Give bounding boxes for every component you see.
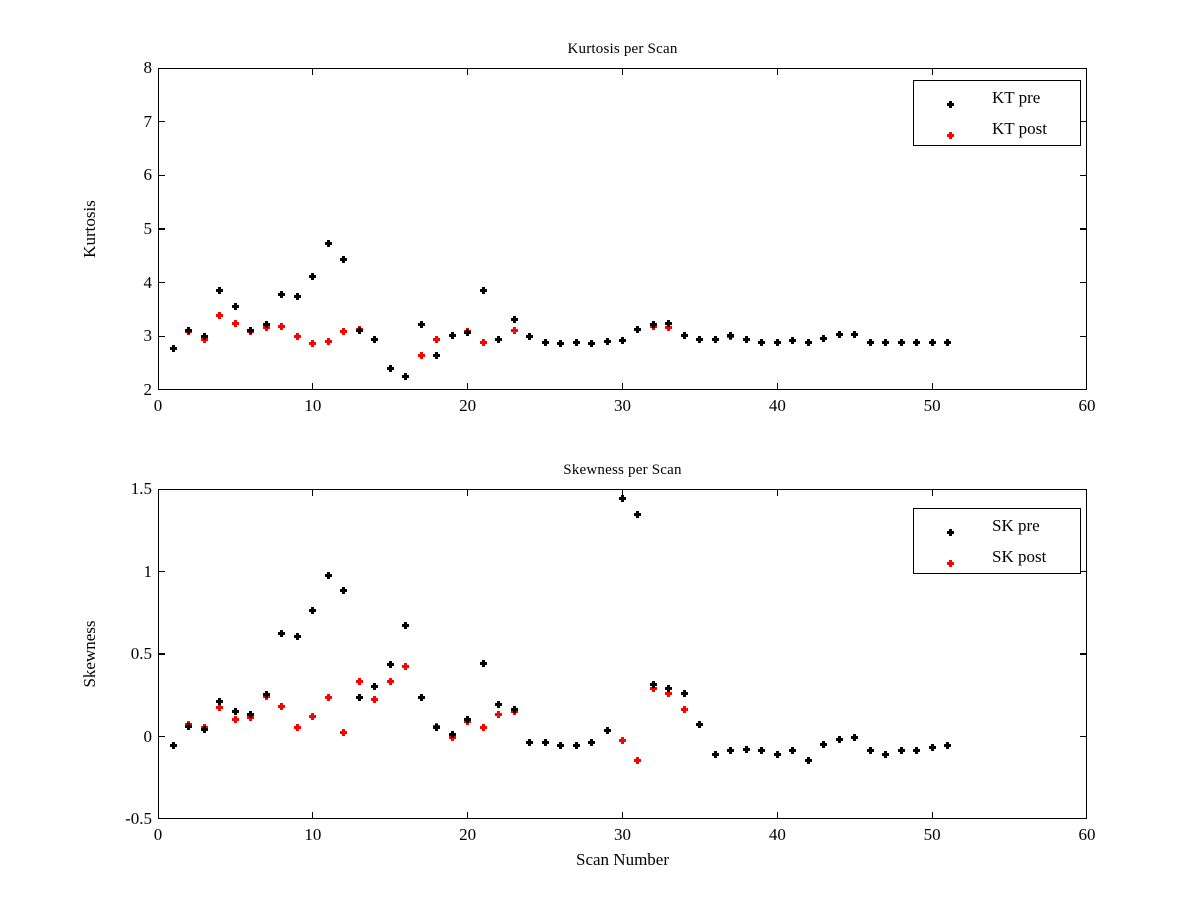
- y-tick: [158, 653, 165, 655]
- x-tick: [467, 489, 469, 496]
- x-tick: [931, 383, 933, 390]
- y-tick: [158, 228, 165, 230]
- legend-label-sk-pre: SK pre: [992, 516, 1040, 535]
- plus-marker-icon: [946, 95, 954, 108]
- y-tick: [1080, 228, 1087, 230]
- y-tick: [158, 121, 165, 123]
- y-tick-label: 2: [143, 380, 153, 399]
- y-tick-label: 0.5: [130, 644, 152, 663]
- y-tick-label: 1: [143, 561, 153, 581]
- x-tick: [776, 812, 778, 819]
- x-tick-label: 30: [614, 825, 631, 844]
- plot-title-skewness: Skewness per Scan: [563, 462, 682, 478]
- x-tick: [776, 489, 778, 496]
- legend-row-sk-pre[interactable]: SK pre: [914, 511, 1080, 541]
- y-tick: [1080, 570, 1087, 573]
- legend-marker-cell-sk-pre: [914, 511, 988, 541]
- legend-row-kt-pre[interactable]: KT pre: [914, 83, 1080, 113]
- y-tick: [158, 282, 165, 284]
- legend-kurtosis[interactable]: KT pre KT post: [913, 80, 1081, 146]
- plus-marker-icon: [946, 126, 954, 139]
- x-tick-label: 30: [614, 396, 631, 415]
- y-tick: [1080, 174, 1087, 176]
- legend-marker-cell-sk-post: [914, 542, 988, 572]
- legend-skewness[interactable]: SK pre SK post: [913, 508, 1081, 574]
- y-tick: [1080, 735, 1087, 738]
- x-tick: [467, 812, 469, 819]
- plot-title-kurtosis: Kurtosis per Scan: [567, 41, 678, 57]
- x-tick: [312, 383, 314, 390]
- y-tick-label: 4: [143, 272, 153, 292]
- x-tick: [312, 489, 314, 496]
- legend-row-kt-post[interactable]: KT post: [914, 114, 1080, 144]
- x-tick: [621, 68, 624, 75]
- x-tick: [776, 68, 778, 75]
- x-tick: [931, 68, 933, 75]
- x-tick-label: 50: [923, 825, 941, 844]
- legend-label-sk-post: SK post: [992, 547, 1047, 566]
- plus-marker-icon: [946, 554, 954, 567]
- y-tick-label: 6: [143, 165, 153, 185]
- legend-marker-cell-kt-pre: [914, 83, 988, 113]
- x-tick: [467, 383, 469, 390]
- y-tick-label: 0: [143, 726, 153, 746]
- y-axis-label-kurtosis: Kurtosis: [80, 200, 99, 258]
- legend-marker-cell-kt-post: [914, 114, 988, 144]
- x-tick-label: 10: [304, 825, 322, 844]
- x-tick-label: 0: [153, 396, 163, 415]
- x-tick-label: 60: [1078, 396, 1096, 415]
- y-tick: [1080, 335, 1087, 337]
- x-tick-label: 60: [1078, 825, 1096, 844]
- legend-label-kt-post: KT post: [992, 119, 1047, 138]
- x-tick-label: 40: [768, 825, 786, 844]
- y-tick: [158, 570, 165, 573]
- x-tick: [312, 812, 314, 819]
- x-axis-label-scan-number: Scan Number: [575, 850, 670, 869]
- y-tick-label: 1.5: [130, 479, 152, 498]
- y-tick-label: 7: [143, 111, 153, 131]
- y-tick: [158, 174, 165, 176]
- y-tick-label: 8: [143, 58, 153, 77]
- x-tick-label: 0: [153, 825, 163, 844]
- y-tick: [1080, 282, 1087, 284]
- plus-marker-icon: [946, 523, 954, 536]
- x-tick-label: 10: [304, 396, 322, 415]
- x-tick: [621, 383, 624, 390]
- x-tick: [621, 812, 624, 819]
- y-tick: [158, 335, 165, 337]
- legend-row-sk-post[interactable]: SK post: [914, 542, 1080, 572]
- legend-label-kt-pre: KT pre: [992, 88, 1041, 107]
- y-tick-label: 3: [143, 326, 153, 346]
- x-tick-label: 20: [459, 825, 477, 844]
- x-tick-label: 20: [459, 396, 477, 415]
- y-tick: [1080, 121, 1087, 123]
- x-tick: [776, 383, 778, 390]
- y-tick-label: -0.5: [125, 809, 152, 828]
- y-tick: [158, 735, 165, 738]
- y-tick-label: 5: [143, 219, 153, 238]
- x-tick: [931, 812, 933, 819]
- x-tick: [467, 68, 469, 75]
- x-tick: [312, 68, 314, 75]
- x-tick: [931, 489, 933, 496]
- y-axis-label-skewness: Skewness: [80, 620, 99, 688]
- y-tick: [1080, 653, 1087, 655]
- x-tick-label: 40: [768, 396, 786, 415]
- x-tick-label: 50: [923, 396, 941, 415]
- x-tick: [621, 489, 624, 496]
